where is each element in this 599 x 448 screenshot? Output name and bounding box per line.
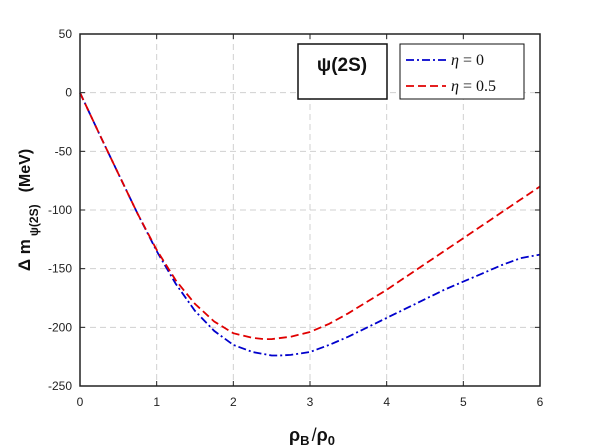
y-tick-label: 50 (59, 27, 73, 41)
xlabel-sub2: 0 (328, 433, 335, 448)
y-tick-label: -250 (48, 379, 72, 393)
xlabel-sub1: B (300, 433, 309, 448)
svg-text:Δ mψ(2S)(MeV): Δ m ψ(2S) (MeV) (15, 149, 41, 271)
legend-label-1: η = 0.5 (451, 78, 496, 95)
tick-labels: 0 1 2 3 4 5 6 50 0 -50 -100 -150 -200 -250 (48, 27, 544, 409)
ylabel-delta: Δ m (15, 239, 34, 271)
title-box (297, 43, 388, 100)
x-tick-label: 3 (307, 395, 314, 409)
plot-frame (79, 33, 541, 387)
x-tick-label: 4 (383, 395, 390, 409)
series-line-1 (79, 92, 541, 340)
y-axis-label: Δ m ψ(2S) (MeV) (15, 149, 41, 271)
x-tick-label: 0 (77, 395, 84, 409)
y-tick-label: 0 (65, 86, 72, 100)
x-axis-label: ρB/ρ0 (289, 425, 335, 448)
ylabel-sub: ψ(2S) (27, 204, 41, 236)
x-tick-label: 6 (537, 395, 544, 409)
legend: η = 0 η = 0.5 (406, 52, 496, 95)
xlabel-main: ρ (289, 425, 300, 445)
y-tick-label: -150 (48, 262, 72, 276)
y-tick-label: -50 (55, 144, 73, 158)
x-tick-label: 5 (460, 395, 467, 409)
xlabel-main2: ρ (317, 425, 328, 445)
legend-box (399, 43, 525, 100)
series-group (79, 92, 541, 357)
chart-title: ψ(2S) (317, 55, 367, 76)
ylabel-unit: (MeV) (17, 149, 34, 193)
y-tick-label: -200 (48, 320, 72, 334)
legend-label-0: η = 0 (451, 52, 484, 69)
x-tick-label: 2 (230, 395, 237, 409)
y-tick-label: -100 (48, 203, 72, 217)
grid (80, 34, 540, 386)
x-tick-label: 1 (153, 395, 160, 409)
xlabel-slash: / (312, 425, 317, 445)
